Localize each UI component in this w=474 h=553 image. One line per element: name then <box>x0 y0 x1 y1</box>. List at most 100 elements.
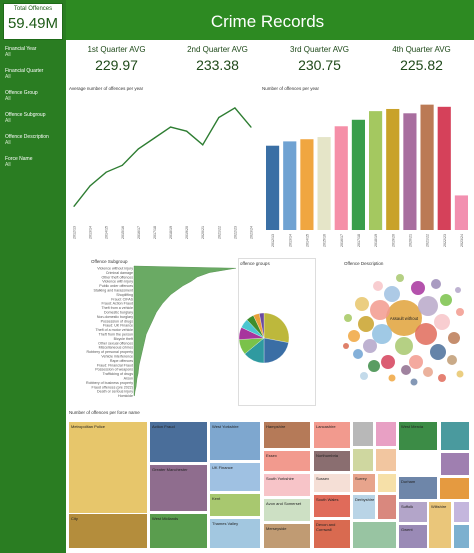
offence-bubble <box>456 308 464 316</box>
force-cell[interactable]: Merseyside <box>263 523 311 549</box>
force-cell[interactable] <box>453 524 470 549</box>
force-cell-label: Avon and Somerset <box>266 501 302 506</box>
x-tick-label: 2012/13 <box>73 226 77 239</box>
filter-value[interactable]: All <box>5 140 11 146</box>
force-cell-label: Surrey <box>355 476 367 481</box>
filter-offence-description[interactable]: Offence Description All <box>5 134 49 146</box>
filter-value[interactable]: All <box>5 96 11 102</box>
force-cell[interactable]: Surrey <box>352 473 376 493</box>
force-cell[interactable] <box>439 477 470 500</box>
bar-chart: 2012/13 2013/14 2014/15 2015/16 2016/17 2017/… <box>266 104 468 247</box>
force-cell[interactable] <box>377 473 397 493</box>
force-cell[interactable]: Action Fraud <box>149 421 208 463</box>
x-tick-label: 2014/15 <box>105 226 109 239</box>
x-tick-label: 2021/22 <box>426 234 430 247</box>
offence-bubble <box>355 297 369 311</box>
force-cell[interactable]: South Yorkshire <box>263 473 311 497</box>
force-cell[interactable]: Avon and Somerset <box>263 498 311 522</box>
force-cell[interactable] <box>440 421 470 451</box>
force-cell[interactable]: Northumbria <box>313 450 351 472</box>
year-bar <box>334 126 348 230</box>
subgroup-label: Violence with injury <box>102 280 133 284</box>
force-cell-label: West Midlands <box>152 516 179 521</box>
force-cell[interactable]: Gwent <box>398 524 428 549</box>
force-treemap: Metropolitan Police Action Fraud West York… <box>68 421 470 549</box>
force-cell[interactable]: Wiltshire <box>428 501 452 549</box>
year-bar <box>351 119 365 230</box>
x-tick-label: 2017/18 <box>153 226 157 239</box>
force-cell[interactable]: West Yorkshire <box>209 421 261 461</box>
force-cell-label: Suffolk <box>401 504 414 509</box>
force-cell[interactable]: Durham <box>398 476 438 500</box>
filter-value[interactable]: All <box>5 162 11 168</box>
offence-bubble <box>430 344 446 360</box>
line-chart: 2012/13 2013/14 2014/15 2015/16 2016/17 2017/… <box>73 107 254 239</box>
force-cell[interactable] <box>377 494 397 520</box>
year-bar <box>266 145 280 230</box>
force-cell[interactable]: Thames Valley <box>209 518 261 549</box>
force-cell[interactable]: Devon and Cornwall <box>313 519 351 549</box>
force-cell[interactable]: West Midlands <box>149 513 208 549</box>
filter-label: Offence Subgroup <box>5 112 46 118</box>
filter-force-name[interactable]: Force Name All <box>5 156 33 168</box>
line-point <box>137 148 139 150</box>
force-cell[interactable]: South Wales <box>313 494 351 518</box>
force-cell-label: Wiltshire <box>431 504 447 509</box>
force-cell[interactable] <box>352 448 374 472</box>
force-cell[interactable]: Kent <box>209 493 261 517</box>
filter-value[interactable]: All <box>5 74 11 80</box>
filter-financial-year[interactable]: Financial Year All <box>5 46 36 58</box>
x-tick-label: 2015/16 <box>323 234 327 247</box>
force-cell[interactable]: City <box>68 513 148 549</box>
x-tick-label: 2022/23 <box>443 234 447 247</box>
offence-bubble <box>384 286 400 302</box>
subgroup-label: Vehicle interference <box>101 355 133 359</box>
groups-chart-title: offence groups <box>240 261 270 266</box>
x-tick-label: 2017/18 <box>357 234 361 247</box>
subgroup-label: Fraud: Action Fraud <box>101 302 133 306</box>
title-bar: Crime Records <box>66 0 474 40</box>
subgroup-label: Other theft offences <box>102 275 134 279</box>
quarter-kpi-strip <box>66 40 474 83</box>
filter-offence-subgroup[interactable]: Offence Subgroup All <box>5 112 46 124</box>
quarter-value: 225.82 <box>400 57 443 73</box>
force-cell-label: Thames Valley <box>212 521 239 526</box>
subgroup-label: Trafficking of drugs <box>103 372 134 376</box>
force-cell-label: West Mercia <box>401 424 424 429</box>
force-cell[interactable]: Derbyshire <box>352 494 376 520</box>
force-cell[interactable] <box>375 448 397 472</box>
force-cell[interactable] <box>375 421 397 447</box>
force-cell-label: Merseyside <box>266 526 287 531</box>
filter-offence-group[interactable]: Offence Group All <box>5 90 38 102</box>
offence-bubble <box>348 330 360 342</box>
force-cell[interactable]: Greater Manchester <box>149 464 208 512</box>
force-cell[interactable]: Lancashire <box>313 421 351 449</box>
subgroup-label: Robbery of business property <box>86 381 133 385</box>
force-cell-label: South Wales <box>316 497 339 502</box>
force-cell[interactable] <box>453 501 470 523</box>
subgroup-label: Miscellaneous crimes <box>99 346 134 350</box>
force-cell[interactable] <box>440 452 470 476</box>
force-cell-label: Hampshire <box>266 424 286 429</box>
offence-bubble <box>381 355 395 369</box>
force-cell[interactable]: West Mercia <box>398 421 438 451</box>
quarter-card-1: 1st Quarter AVG 229.97 <box>66 44 167 82</box>
filter-value[interactable]: All <box>5 118 11 124</box>
force-cell[interactable]: Hampshire <box>263 421 311 449</box>
force-cell[interactable]: UK Finance <box>209 462 261 492</box>
filter-financial-quarter[interactable]: Financial Quarter All <box>5 68 43 80</box>
force-cell[interactable]: Suffolk <box>398 501 428 523</box>
subgroup-label: Possession of weapons <box>95 368 133 372</box>
force-cell[interactable]: Essex <box>263 450 311 472</box>
total-offences-value: 59.49M <box>7 15 59 32</box>
offence-bubble <box>395 337 413 355</box>
x-tick-label: 2020/21 <box>201 226 205 239</box>
subgroup-label: Homicide <box>118 394 133 398</box>
filter-value[interactable]: All <box>5 52 11 58</box>
subgroup-label: Possession of drugs <box>101 319 134 323</box>
force-cell[interactable]: Sussex <box>313 473 351 493</box>
bar-chart-title: Number of offences per year <box>262 86 319 91</box>
force-cell[interactable] <box>352 521 397 549</box>
force-cell[interactable] <box>352 421 374 447</box>
subgroup-label: Fraud: Financial Fraud <box>97 363 133 367</box>
